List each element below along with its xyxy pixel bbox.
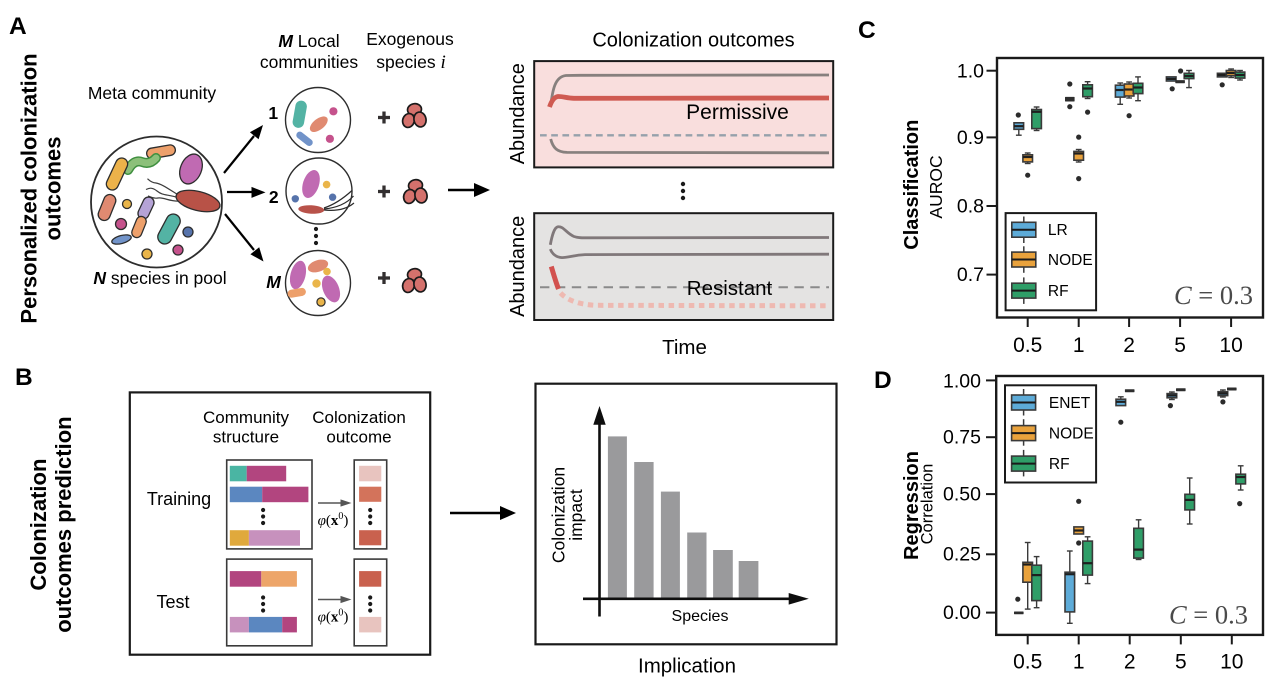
svg-text:A: A bbox=[9, 13, 27, 40]
svg-text:Training: Training bbox=[147, 489, 211, 509]
svg-text:φ(x0): φ(x0) bbox=[318, 608, 349, 626]
svg-text:outcomes: outcomes bbox=[41, 137, 66, 241]
svg-text:10: 10 bbox=[1219, 334, 1242, 357]
svg-text:communities: communities bbox=[260, 52, 358, 72]
svg-text:NODE: NODE bbox=[1048, 252, 1093, 269]
svg-text:Correlation: Correlation bbox=[919, 464, 937, 545]
svg-text:N species in pool: N species in pool bbox=[93, 268, 226, 288]
svg-text:Permissive: Permissive bbox=[686, 101, 789, 124]
svg-text:Colonization outcomes: Colonization outcomes bbox=[592, 30, 794, 52]
svg-text:5: 5 bbox=[1175, 651, 1187, 674]
svg-text:Test: Test bbox=[156, 592, 189, 612]
svg-text:2: 2 bbox=[269, 187, 279, 207]
svg-text:NODE: NODE bbox=[1049, 426, 1094, 443]
svg-text:Regression: Regression bbox=[901, 451, 923, 560]
svg-text:outcome: outcome bbox=[326, 428, 391, 447]
svg-text:2: 2 bbox=[1124, 651, 1136, 674]
svg-text:0.50: 0.50 bbox=[943, 483, 981, 505]
svg-text:M: M bbox=[266, 272, 281, 292]
svg-text:1: 1 bbox=[1073, 651, 1085, 674]
svg-text:structure: structure bbox=[213, 428, 279, 447]
svg-text:φ(x0): φ(x0) bbox=[318, 511, 349, 529]
svg-text:species i: species i bbox=[376, 52, 445, 73]
svg-text:Abundance: Abundance bbox=[507, 216, 529, 317]
svg-text:0.9: 0.9 bbox=[957, 127, 984, 149]
svg-text:1: 1 bbox=[1073, 334, 1085, 357]
svg-text:Species: Species bbox=[672, 608, 729, 625]
svg-text:Exogenous: Exogenous bbox=[366, 29, 454, 49]
svg-text:Time: Time bbox=[662, 336, 707, 359]
svg-text:0.8: 0.8 bbox=[957, 196, 984, 218]
svg-text:0.25: 0.25 bbox=[943, 544, 981, 566]
svg-text:RF: RF bbox=[1049, 456, 1070, 473]
svg-text:0.7: 0.7 bbox=[957, 264, 984, 286]
svg-text:Colonization: Colonization bbox=[26, 459, 51, 591]
svg-text:1: 1 bbox=[268, 103, 278, 123]
svg-text:Personalized colonization: Personalized colonization bbox=[17, 53, 42, 323]
svg-text:Implication: Implication bbox=[638, 655, 736, 678]
svg-text:C: C bbox=[858, 17, 876, 44]
svg-text:M Local: M Local bbox=[278, 31, 339, 51]
svg-text:0.75: 0.75 bbox=[943, 427, 981, 449]
svg-text:1.0: 1.0 bbox=[957, 61, 984, 83]
svg-text:B: B bbox=[15, 364, 33, 391]
svg-text:Colonization: Colonization bbox=[312, 408, 406, 427]
svg-text:Community: Community bbox=[203, 408, 289, 427]
svg-text:Resistant: Resistant bbox=[687, 277, 773, 300]
svg-text:1.00: 1.00 bbox=[943, 370, 981, 392]
svg-text:Meta community: Meta community bbox=[88, 83, 217, 103]
svg-text:AUROC: AUROC bbox=[926, 155, 946, 218]
svg-text:Abundance: Abundance bbox=[507, 63, 529, 164]
svg-text:10: 10 bbox=[1220, 651, 1243, 674]
svg-text:0.5: 0.5 bbox=[1013, 651, 1042, 674]
svg-text:5: 5 bbox=[1174, 334, 1186, 357]
svg-text:LR: LR bbox=[1048, 222, 1068, 239]
svg-text:0.5: 0.5 bbox=[1013, 334, 1042, 357]
svg-text:C = 0.3: C = 0.3 bbox=[1169, 600, 1248, 630]
svg-text:C = 0.3: C = 0.3 bbox=[1174, 280, 1253, 310]
svg-text:impact: impact bbox=[566, 489, 586, 541]
svg-text:RF: RF bbox=[1048, 283, 1069, 300]
svg-text:0.00: 0.00 bbox=[943, 602, 981, 624]
svg-text:ENET: ENET bbox=[1049, 395, 1091, 412]
svg-text:Classification: Classification bbox=[901, 120, 923, 250]
svg-text:D: D bbox=[874, 367, 892, 394]
svg-text:Colonization: Colonization bbox=[549, 467, 569, 563]
svg-text:outcomes prediction: outcomes prediction bbox=[51, 416, 76, 632]
svg-text:2: 2 bbox=[1123, 334, 1135, 357]
